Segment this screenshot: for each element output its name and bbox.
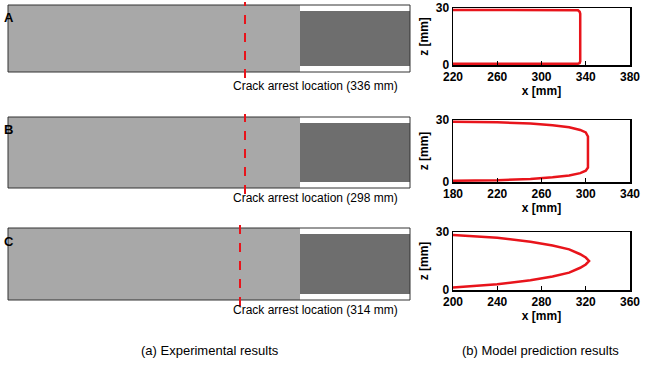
svg-text:340: 340 — [620, 187, 640, 201]
svg-text:C: C — [4, 234, 14, 249]
svg-text:x [mm]: x [mm] — [522, 309, 561, 323]
svg-text:Crack arrest location (314 mm): Crack arrest location (314 mm) — [233, 303, 398, 317]
svg-text:240: 240 — [487, 295, 507, 309]
svg-text:260: 260 — [531, 187, 551, 201]
svg-text:220: 220 — [487, 187, 507, 201]
svg-text:B: B — [4, 122, 13, 137]
svg-text:30: 30 — [436, 113, 450, 127]
svg-text:A: A — [4, 10, 14, 25]
svg-text:30: 30 — [436, 225, 450, 239]
svg-text:30: 30 — [436, 1, 450, 15]
svg-text:z [mm]: z [mm] — [417, 17, 431, 56]
svg-text:Crack arrest location (336 mm): Crack arrest location (336 mm) — [233, 79, 398, 93]
svg-text:0: 0 — [442, 283, 449, 297]
svg-text:300: 300 — [531, 70, 551, 84]
svg-text:380: 380 — [620, 70, 640, 84]
svg-text:340: 340 — [576, 70, 596, 84]
svg-text:320: 320 — [576, 295, 596, 309]
svg-text:(a) Experimental results: (a) Experimental results — [141, 343, 279, 358]
svg-text:200: 200 — [443, 295, 463, 309]
svg-text:x [mm]: x [mm] — [522, 201, 561, 215]
svg-text:280: 280 — [531, 295, 551, 309]
svg-text:300: 300 — [576, 187, 596, 201]
svg-text:360: 360 — [620, 295, 640, 309]
svg-text:0: 0 — [442, 175, 449, 189]
svg-text:x [mm]: x [mm] — [522, 84, 561, 98]
svg-text:260: 260 — [487, 70, 507, 84]
svg-text:(b) Model prediction results: (b) Model prediction results — [462, 343, 619, 358]
svg-text:180: 180 — [443, 187, 463, 201]
svg-text:z [mm]: z [mm] — [417, 242, 431, 281]
svg-text:z [mm]: z [mm] — [417, 132, 431, 171]
svg-text:0: 0 — [442, 58, 449, 72]
svg-text:220: 220 — [443, 70, 463, 84]
svg-text:Crack arrest location (298 mm): Crack arrest location (298 mm) — [233, 191, 398, 205]
